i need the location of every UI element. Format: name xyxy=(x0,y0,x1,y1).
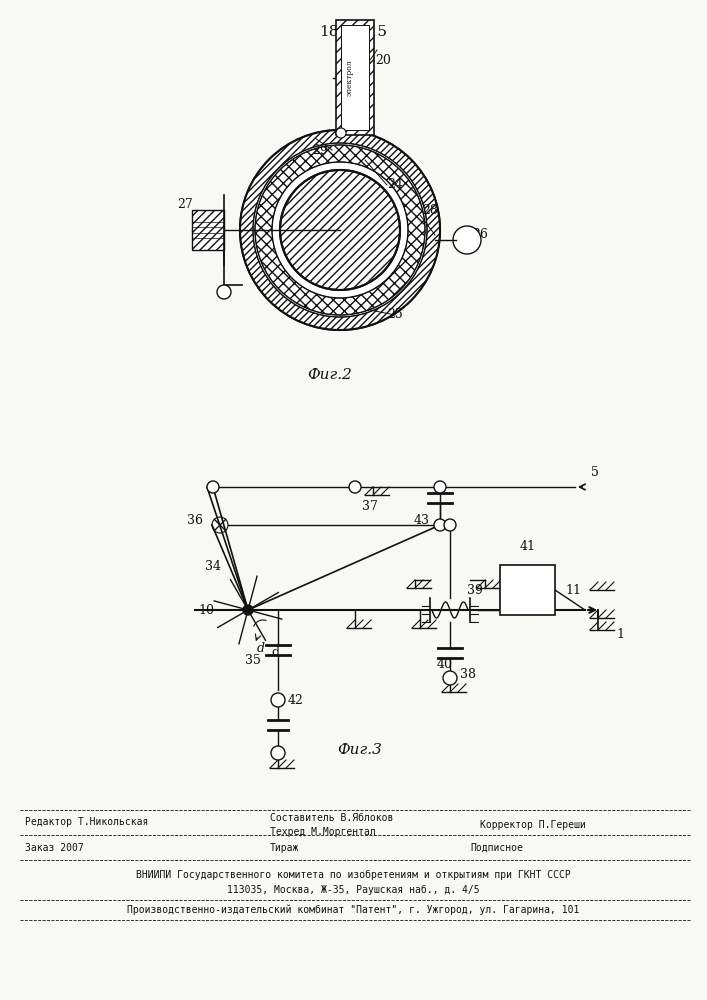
Text: 35: 35 xyxy=(245,654,261,666)
Text: Подписное: Подписное xyxy=(470,843,523,853)
Circle shape xyxy=(271,693,285,707)
Text: 26: 26 xyxy=(472,229,488,241)
Text: Редактор Т.Никольская: Редактор Т.Никольская xyxy=(25,817,148,827)
Circle shape xyxy=(217,285,231,299)
Text: 29: 29 xyxy=(312,143,328,156)
Text: 39: 39 xyxy=(467,584,483,596)
Text: 41: 41 xyxy=(520,540,535,554)
Text: А-А: А-А xyxy=(337,65,368,79)
Text: Производственно-издательский комбинат "Патент", г. Ужгород, ул. Гагарина, 101: Производственно-издательский комбинат "П… xyxy=(127,905,579,915)
Text: 20: 20 xyxy=(375,53,391,66)
Circle shape xyxy=(207,481,219,493)
Circle shape xyxy=(240,130,440,330)
Circle shape xyxy=(444,519,456,531)
Circle shape xyxy=(434,481,446,493)
Text: Заказ 2007: Заказ 2007 xyxy=(25,843,83,853)
Text: Составитель В.Яблоков: Составитель В.Яблоков xyxy=(270,813,393,823)
Text: 24: 24 xyxy=(387,178,403,192)
Text: ВНИИПИ Государственного комитета по изобретениям и открытиям при ГКНТ СССР: ВНИИПИ Государственного комитета по изоб… xyxy=(136,870,571,880)
Circle shape xyxy=(453,226,481,254)
Text: d: d xyxy=(257,642,265,654)
Text: 25: 25 xyxy=(387,308,403,322)
Text: Фиг.2: Фиг.2 xyxy=(308,368,352,382)
Circle shape xyxy=(349,481,361,493)
Circle shape xyxy=(443,671,457,685)
Text: 1: 1 xyxy=(616,629,624,642)
Circle shape xyxy=(243,605,253,615)
Text: 1819915: 1819915 xyxy=(319,25,387,39)
Text: электрол: электрол xyxy=(346,59,354,96)
Text: 43: 43 xyxy=(414,514,430,528)
Text: Техред М.Моргентал: Техред М.Моргентал xyxy=(270,827,375,837)
Text: 27: 27 xyxy=(177,198,193,212)
Circle shape xyxy=(336,128,346,138)
Text: 28: 28 xyxy=(422,204,438,217)
Text: 34: 34 xyxy=(205,560,221,574)
Text: 42: 42 xyxy=(288,694,304,706)
Text: Фиг.3: Фиг.3 xyxy=(337,743,382,757)
Text: d: d xyxy=(271,646,279,658)
Bar xyxy=(192,210,224,250)
Text: 11: 11 xyxy=(565,584,581,596)
Text: 113035, Москва, Ж-35, Раушская наб., д. 4/5: 113035, Москва, Ж-35, Раушская наб., д. … xyxy=(227,885,479,895)
Text: Тираж: Тираж xyxy=(270,843,299,853)
Circle shape xyxy=(280,170,400,290)
Text: 37: 37 xyxy=(362,500,378,514)
Bar xyxy=(341,25,369,130)
Bar xyxy=(336,20,374,135)
Text: 36: 36 xyxy=(187,514,203,526)
Bar xyxy=(500,565,555,615)
Circle shape xyxy=(271,746,285,760)
Text: 5: 5 xyxy=(591,466,599,479)
Text: Корректор П.Гереши: Корректор П.Гереши xyxy=(480,820,586,830)
Text: 10: 10 xyxy=(198,603,214,616)
Circle shape xyxy=(434,519,446,531)
Text: 40: 40 xyxy=(437,658,453,672)
Text: 38: 38 xyxy=(460,668,476,682)
